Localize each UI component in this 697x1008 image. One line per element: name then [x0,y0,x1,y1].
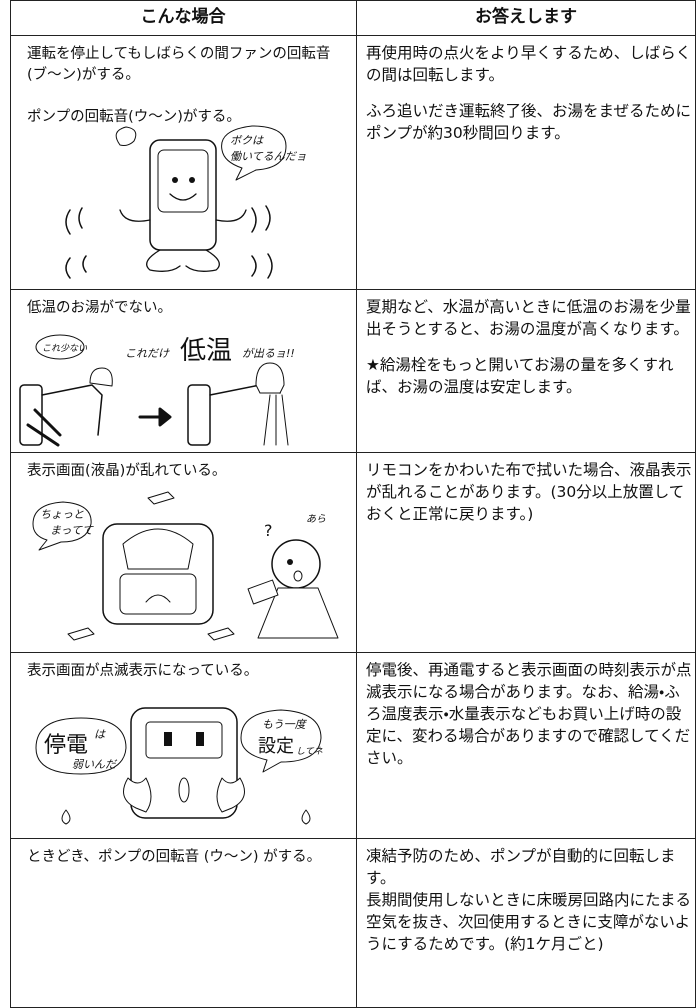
decoration: ? [264,521,273,540]
answer-cell: 夏期など、水温が高いときに低温のお湯を少量出そうとすると、お湯の温度が高くなりま… [366,296,692,412]
answer-cell: 凍結予防のため、ポンプが自動的に回転します。 長期間使用しないときに床暖房回路内に… [366,845,692,955]
speech-text: が出るョ!! [242,347,295,360]
answer-text: ★給湯栓をもっと開いてお湯の量を多くすれば、お湯の温度は安定します。 [366,356,674,396]
row-divider [10,35,696,36]
column-header: こんな場合 [140,7,226,27]
column-divider [356,0,357,1008]
row-divider [10,652,696,653]
answer-cell: 再使用時の点火をより早くするため、しばらくの間は回転します。 ふろ追いだき運転終了… [366,42,692,158]
illustration: ボクは 働いてるんだョ [65,125,307,279]
situation-text: 運転を停止してもしばらくの間ファンの回転音(ブ～ン)がする。 [27,46,331,83]
speech-text: これ少ない [42,343,87,354]
illustration: ちょっと まってて あら ? [32,491,339,641]
speech-text: 設定 [258,736,294,757]
answer-text: 停電後、再通電すると表示画面の時刻表示が点滅表示になる場合があります。なお、給湯… [366,661,692,767]
situation-text: 低温のお湯がでない。 [27,300,172,316]
speech-text: もう一度 [262,718,308,731]
row-divider [10,289,696,290]
row-divider [10,838,696,839]
row-divider [10,452,696,453]
answer-cell: 停電後、再通電すると表示画面の時刻表示が点滅表示になる場合があります。なお、給湯… [366,659,692,783]
illustration: 停電 は 弱いんだ もう一度 設定 してネ [35,707,323,825]
answer-text: ふろ追いだき運転終了後、お湯をまぜるためにポンプが約30秒間回ります。 [366,102,692,142]
answer-text: 凍結予防のため、ポンプが自動的に回転します。 [366,847,676,887]
situation-text: ポンプの回転音(ウ～ン)がする。 [27,109,241,125]
situation-text: ときどき、ポンプの回転音 (ウ～ン) がする。 [27,849,322,865]
speech-text: これだけ [125,347,170,360]
situation-cell: 低温のお湯がでない。 [27,298,347,340]
speech-text: まってて [50,524,94,537]
situation-text: 表示画面が点滅表示になっている。 [27,663,259,679]
speech-text: 働いてるんだョ [230,150,307,163]
speech-text: 停電 [44,733,88,758]
answer-text: 長期間使用しないときに床暖房回路内にたまる空気を抜き、次回使用するときに支障がな… [366,891,692,953]
speech-text: は [94,728,106,741]
situation-cell: 表示画面が点滅表示になっている。 [27,661,347,703]
speech-text: 弱いんだ [72,758,118,771]
answer-text: 夏期など、水温が高いときに低温のお湯を少量出そうとすると、お湯の温度が高くなりま… [366,298,691,338]
speech-text: あら [306,514,326,525]
illustration: これ少ない これだけ 低温 が出るョ!! [19,334,295,447]
speech-text: 低温 [180,336,232,366]
situation-cell: 表示画面(液晶)が乱れている。 [27,461,347,503]
situation-cell: ときどき、ポンプの回転音 (ウ～ン) がする。 [27,847,347,889]
column-header: お答えします [475,7,577,27]
answer-text: 再使用時の点火をより早くするため、しばらくの間は回転します。 [366,44,692,84]
situation-text: 表示画面(液晶)が乱れている。 [27,463,227,479]
answer-text: リモコンをかわいた布で拭いた場合、液晶表示が乱れることがあります。(30分以上放… [366,461,692,523]
answer-cell: リモコンをかわいた布で拭いた場合、液晶表示が乱れることがあります。(30分以上放… [366,459,692,539]
speech-text: ボクは [230,134,264,147]
situation-cell: 運転を停止してもしばらくの間ファンの回転音(ブ～ン)がする。ポンプの回転音(ウ～… [27,44,347,149]
speech-text: ちょっと [40,508,84,521]
speech-text: してネ [296,746,323,757]
